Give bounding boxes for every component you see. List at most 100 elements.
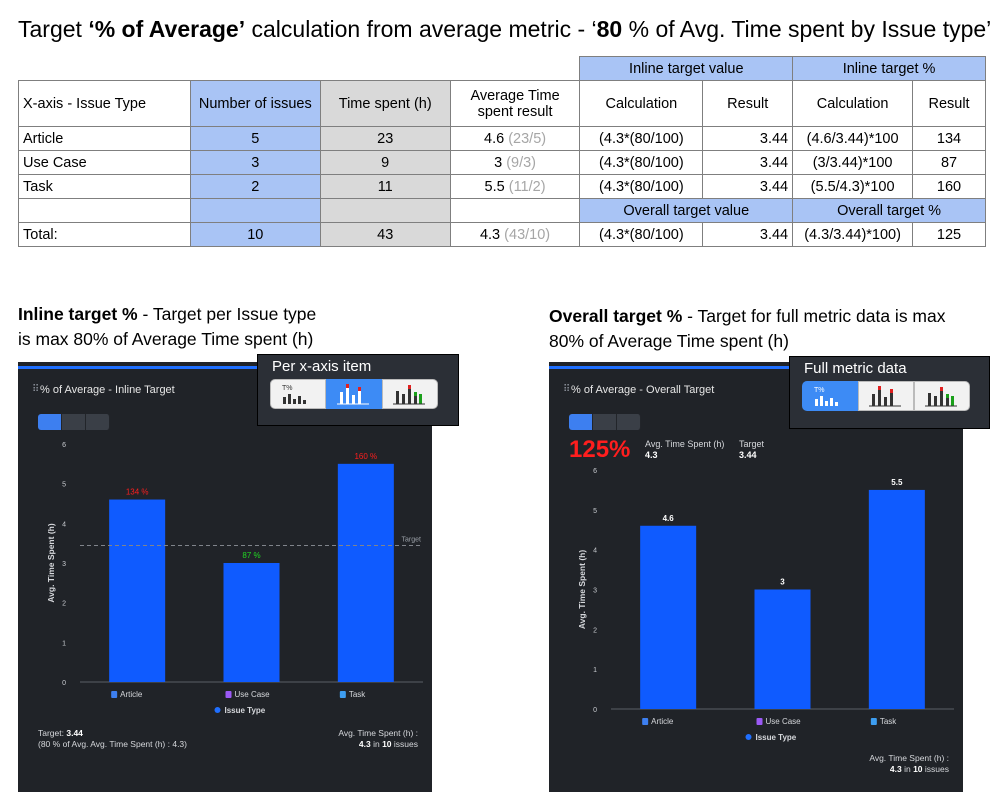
popup-label: Full metric data [804, 360, 907, 377]
table-row: Task 2 11 5.5 (11/2) (4.3*(80/100) 3.44 … [18, 174, 986, 199]
overall-target-chart: 0 1 2 3 4 5 6 Avg. Time Spent (h) 4.6 Article 3 Use… [577, 468, 954, 742]
bar [640, 525, 697, 709]
per-x-axis-popup: Per x-axis item T% [257, 354, 459, 426]
y-tick-label: 5 [593, 508, 597, 515]
y-tick-label: 4 [62, 521, 66, 528]
bar-value-label: 134 % [126, 488, 149, 497]
table-view-button[interactable] [62, 414, 86, 430]
view-switcher [569, 414, 641, 430]
stat-avg-time: Avg. Time Spent (h) 4.3 [645, 439, 725, 460]
bar [868, 489, 925, 709]
chart-view-button[interactable] [38, 414, 62, 430]
stacked-target-mode-button[interactable] [914, 381, 970, 411]
bar-value-label: 5.5 [891, 478, 903, 487]
percent-bars-icon: T% [814, 387, 838, 406]
header-avg-time: Average Time spent result [449, 80, 581, 127]
left-caption: Inline target % - Target per Issue type … [18, 304, 317, 349]
header-issue-type: X-axis - Issue Type [18, 80, 191, 127]
x-tick-label: Task [880, 717, 897, 726]
category-legend-icon [339, 691, 346, 698]
popup-label: Per x-axis item [272, 358, 372, 375]
y-tick-label: 4 [593, 548, 597, 555]
x-tick-label: Use Case [235, 690, 271, 699]
panel-title: % of Average - Overall Target [571, 384, 715, 396]
y-tick-label: 2 [62, 601, 66, 608]
x-tick-label: Article [651, 717, 674, 726]
category-legend-icon [756, 718, 763, 725]
x-tick-label: Task [349, 690, 366, 699]
inline-target-bars-icon [337, 384, 369, 405]
inline-target-mode-button[interactable] [858, 381, 914, 411]
list-view-button[interactable] [617, 414, 641, 430]
y-tick-label: 5 [62, 482, 66, 489]
bar-value-label: 3 [780, 578, 785, 587]
calculation-table: Inline target value Inline target % X-ax… [18, 56, 986, 247]
footer-target: Target: 3.44 (80 % of Avg. Avg. Time Spe… [38, 728, 187, 749]
bar [223, 563, 280, 682]
drag-handle-icon[interactable]: ⠿ [32, 384, 40, 395]
y-tick-label: 6 [593, 468, 597, 475]
group-overall-target-pct: Overall target % [792, 198, 986, 223]
bar-value-label: 160 % [354, 452, 377, 461]
overall-target-mode-button[interactable]: T% [270, 379, 326, 409]
view-switcher [38, 414, 110, 430]
y-axis-label: Avg. Time Spent (h) [577, 550, 587, 630]
inline-target-mode-button[interactable] [326, 379, 382, 409]
target-line-label: Target [402, 537, 422, 544]
x-tick-label: Use Case [766, 717, 802, 726]
category-legend-icon [870, 718, 877, 725]
page-title: Target ‘% of Average’ calculation from a… [18, 16, 992, 42]
overall-target-percent: 125% [569, 436, 631, 463]
svg-text:T%: T% [814, 387, 825, 394]
header-time-spent: Time spent (h) [319, 80, 451, 127]
x-axis-label: Issue Type [756, 733, 797, 742]
header-calculation: Calculation [579, 80, 704, 127]
series-legend-dot [745, 734, 752, 740]
y-tick-label: 1 [62, 640, 66, 647]
inline-target-bars-icon [869, 386, 901, 407]
stat-target: Target 3.44 [739, 439, 765, 460]
y-tick-label: 2 [593, 627, 597, 634]
group-inline-target-pct: Inline target % [792, 56, 986, 81]
header-result: Result [912, 80, 986, 127]
x-tick-label: Article [120, 690, 143, 699]
svg-text:T%: T% [282, 385, 293, 392]
header-result: Result [702, 80, 794, 127]
panel-title: % of Average - Inline Target [40, 384, 175, 396]
overall-target-mode-button[interactable]: T% [802, 381, 858, 411]
percent-bars-icon: T% [282, 385, 306, 404]
stacked-target-mode-button[interactable] [382, 379, 438, 409]
y-tick-label: 0 [593, 707, 597, 714]
inline-target-chart: 0 1 2 3 4 5 6 Avg. Time Spent (h) 134 % Article 87… [46, 442, 423, 715]
overall-target-panel: ⠿ % of Average - Overall Target 125% Avg… [549, 362, 963, 792]
list-view-button[interactable] [86, 414, 110, 430]
full-metric-popup: Full metric data T% [789, 356, 990, 429]
y-tick-label: 1 [593, 667, 597, 674]
table-view-button[interactable] [593, 414, 617, 430]
bar-value-label: 4.6 [663, 514, 675, 523]
bar [109, 499, 166, 682]
inline-target-panel: ⠿ % of Average - Inline Target 0 1 2 3 4 5 6 Av… [18, 362, 432, 792]
stacked-target-bars-icon [925, 387, 957, 407]
stacked-target-bars-icon [393, 385, 425, 405]
drag-handle-icon[interactable]: ⠿ [563, 384, 571, 395]
footer-average: Avg. Time Spent (h) : 4.3 in 10 issues [338, 728, 418, 749]
chart-view-button[interactable] [569, 414, 593, 430]
series-legend-dot [214, 707, 221, 713]
panel-accent-line [18, 366, 258, 369]
bar-value-label: 87 % [242, 551, 260, 560]
bar [754, 589, 811, 709]
header-num-issues: Number of issues [189, 80, 321, 127]
y-tick-label: 3 [593, 588, 597, 595]
header-calculation: Calculation [792, 80, 914, 127]
table-row: Article 5 23 4.6 (23/5) (4.3*(80/100) 3.… [18, 126, 986, 151]
right-caption: Overall target % - Target for full metri… [549, 306, 946, 351]
x-axis-label: Issue Type [225, 706, 266, 715]
total-row: Total: 10 43 4.3 (43/10) (4.3*(80/100) 3… [18, 222, 986, 247]
y-tick-label: 3 [62, 561, 66, 568]
panel-accent-line [549, 366, 789, 369]
y-tick-label: 6 [62, 442, 66, 449]
y-tick-label: 0 [62, 680, 66, 687]
footer-average: Avg. Time Spent (h) : 4.3 in 10 issues [869, 753, 949, 774]
category-legend-icon [642, 718, 649, 725]
